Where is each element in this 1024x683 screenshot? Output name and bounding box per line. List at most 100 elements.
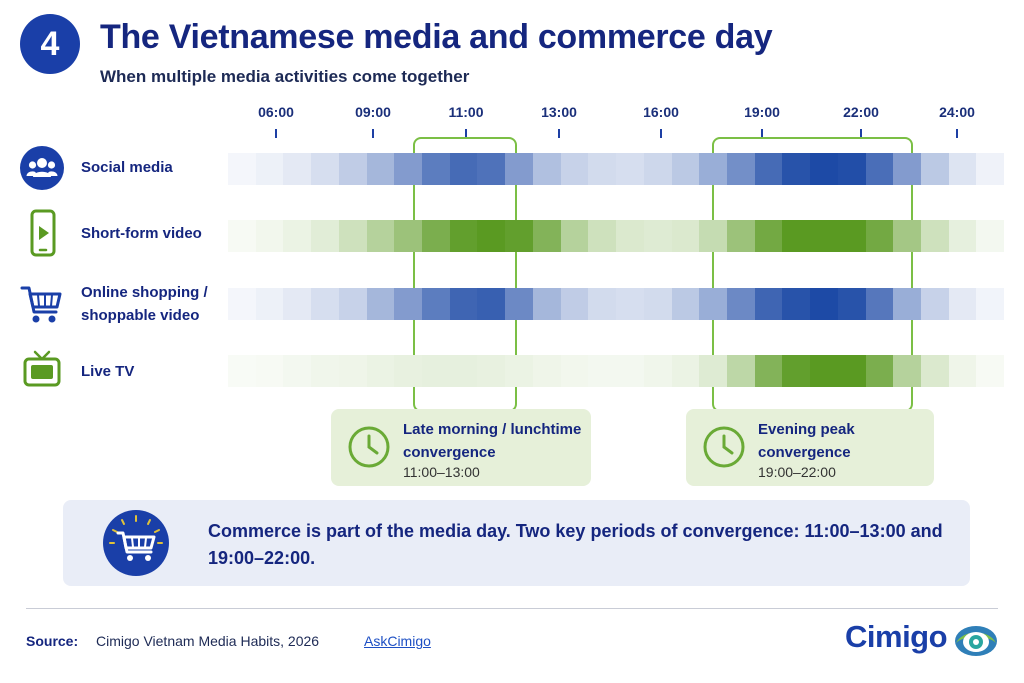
heat-cell [449,355,478,387]
shopping-cart-icon [20,282,64,326]
heat-cell [726,355,755,387]
heat-cell [810,355,838,387]
heat-cell [810,288,838,320]
heat-cell [477,153,506,185]
heat-cell [920,288,949,320]
heat-cell [726,220,755,252]
heat-cell [422,288,450,320]
axis-tick-mark [372,129,374,138]
heat-cell [616,153,644,185]
heat-cell [643,288,672,320]
axis-tick-label: 19:00 [744,104,780,120]
heat-cell [726,288,755,320]
heat-cell [338,153,367,185]
page-title: The Vietnamese media and commerce day [100,18,773,56]
heat-cell [837,220,866,252]
heat-cell [976,288,1005,320]
heat-cell [532,288,561,320]
heat-cell [311,153,339,185]
axis-tick-label: 09:00 [355,104,391,120]
heat-cell [560,355,589,387]
footer-divider [26,608,998,609]
heat-cell [754,153,783,185]
heat-cell [505,153,533,185]
heat-cell [810,220,838,252]
heat-cell [228,288,256,320]
heat-cell [616,220,644,252]
heat-cell [782,355,811,387]
heat-cell [865,355,894,387]
heat-cell [588,153,617,185]
heat-cell [893,220,921,252]
heat-cell [228,220,256,252]
axis-tick-label: 22:00 [843,104,879,120]
heat-cell [255,153,284,185]
heat-cell [893,153,921,185]
heat-cell [671,220,700,252]
callout-evening-title: Evening peak convergence [758,421,855,461]
heat-cell [283,355,312,387]
heat-cell [643,355,672,387]
heat-cell [505,220,533,252]
heat-cell [588,288,617,320]
heat-cell [338,355,367,387]
axis-tick-mark [558,129,560,138]
axis-tick-mark [660,129,662,138]
heat-cell [671,355,700,387]
people-icon [20,146,64,190]
axis-tick-label: 11:00 [448,104,484,120]
cimigo-eye-logo [955,626,997,656]
heat-cell [865,288,894,320]
heat-cell [699,220,727,252]
heat-cell [366,355,395,387]
row-label-short-form-video: Short-form video [81,225,202,242]
heat-cell [477,355,506,387]
heat-cell [837,355,866,387]
axis-tick-mark [275,129,277,138]
heat-cell [810,153,838,185]
heat-cell [616,355,644,387]
callout-midday-title: Late morning / lunchtime convergence [403,421,582,461]
heat-cell [560,153,589,185]
heat-cell [449,288,478,320]
heat-cell [532,355,561,387]
heat-cell [338,288,367,320]
heat-cell [255,220,284,252]
axis-tick-label: 13:00 [541,104,577,120]
heat-cell [837,153,866,185]
heat-cell [505,288,533,320]
heat-cell [560,220,589,252]
heat-cell [422,220,450,252]
heat-cell [782,153,811,185]
heat-cell [394,355,423,387]
heat-cell [754,288,783,320]
heat-cell [449,220,478,252]
heat-cell [948,288,977,320]
heat-cell [976,355,1005,387]
heat-cell [255,355,284,387]
clock-icon [348,426,390,468]
heat-cell [338,220,367,252]
heat-cell [616,288,644,320]
heat-cell [588,355,617,387]
heat-cell [920,153,949,185]
phone-play-icon [20,209,64,257]
heat-cell [283,153,312,185]
summary-text: Commerce is part of the media day. Two k… [208,521,943,568]
shopping-cart-icon [103,510,169,576]
heat-cell [976,153,1005,185]
axis-tick-mark [761,129,763,138]
heat-cell [699,288,727,320]
askcimigo-link[interactable]: AskCimigo [364,633,431,649]
page-subtitle: When multiple media activities come toge… [100,67,470,86]
heat-cell [643,153,672,185]
axis-tick-label: 06:00 [258,104,294,120]
heat-cell [893,355,921,387]
heat-cell [865,220,894,252]
heat-cell [837,288,866,320]
section-number-badge: 4 [20,14,80,74]
source-label: Source: [26,633,79,649]
heat-cell [920,355,949,387]
heat-row-short-form-video [228,220,1005,252]
row-label-live-tv: Live TV [81,363,135,380]
